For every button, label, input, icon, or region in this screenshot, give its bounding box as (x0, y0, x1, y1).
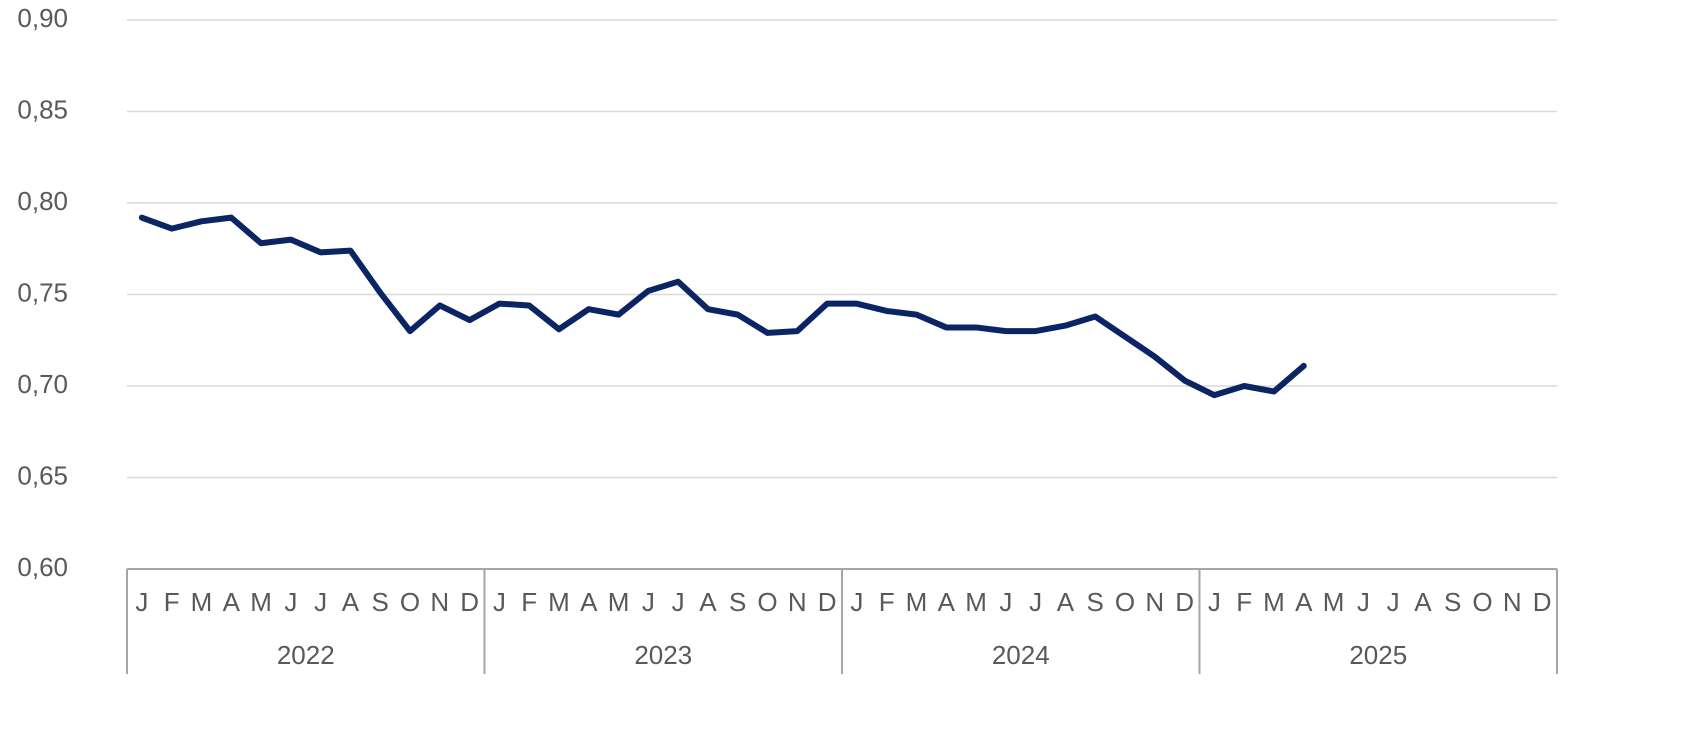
x-tick-label: J (999, 587, 1012, 617)
x-tick-label: N (1145, 587, 1164, 617)
x-tick-label: O (757, 587, 777, 617)
x-tick-label: O (1115, 587, 1135, 617)
y-tick-label: 0,65 (17, 460, 68, 490)
x-tick-label: J (642, 587, 655, 617)
x-tick-label: F (1236, 587, 1252, 617)
x-tick-label: A (938, 587, 956, 617)
x-tick-label: S (1087, 587, 1104, 617)
x-tick-label: F (164, 587, 180, 617)
x-tick-label: A (342, 587, 360, 617)
x-tick-label: N (430, 587, 449, 617)
year-label: 2023 (634, 640, 692, 670)
x-tick-label: J (1208, 587, 1221, 617)
x-tick-label: J (1029, 587, 1042, 617)
data-line (138, 214, 1307, 399)
x-tick-label: M (1263, 587, 1285, 617)
x-tick-label: D (1533, 587, 1552, 617)
x-tick-label: D (460, 587, 479, 617)
x-tick-label: J (493, 587, 506, 617)
x-tick-label: S (1444, 587, 1461, 617)
x-tick-label: N (788, 587, 807, 617)
x-tick-label: M (965, 587, 987, 617)
x-tick-label: F (521, 587, 537, 617)
x-tick-label: J (314, 587, 327, 617)
year-label: 2025 (1349, 640, 1407, 670)
x-tick-label: J (850, 587, 863, 617)
x-tick-label: A (1414, 587, 1432, 617)
x-tick-label: A (1057, 587, 1075, 617)
x-tick-label: J (1357, 587, 1370, 617)
x-tick-label: A (580, 587, 598, 617)
x-tick-label: J (1387, 587, 1400, 617)
x-tick-label: J (135, 587, 148, 617)
year-label: 2024 (992, 640, 1050, 670)
x-tick-label: D (1175, 587, 1194, 617)
year-label: 2022 (277, 640, 335, 670)
y-tick-label: 0,90 (17, 3, 68, 33)
x-tick-label: S (729, 587, 746, 617)
y-tick-label: 0,75 (17, 277, 68, 307)
y-tick-label: 0,60 (17, 552, 68, 582)
x-tick-label: S (372, 587, 389, 617)
x-tick-label: N (1503, 587, 1522, 617)
x-tick-label: M (250, 587, 272, 617)
x-tick-label: M (906, 587, 928, 617)
x-tick-label: O (1472, 587, 1492, 617)
x-tick-label: A (1295, 587, 1313, 617)
x-tick-label: J (284, 587, 297, 617)
y-tick-label: 0,85 (17, 94, 68, 124)
x-tick-label: F (879, 587, 895, 617)
x-tick-label: M (191, 587, 213, 617)
x-tick-label: J (672, 587, 685, 617)
x-tick-label: M (1323, 587, 1345, 617)
x-tick-label: O (400, 587, 420, 617)
x-tick-label: M (548, 587, 570, 617)
y-tick-label: 0,70 (17, 369, 68, 399)
x-tick-label: A (223, 587, 241, 617)
x-tick-label: A (699, 587, 717, 617)
y-tick-label: 0,80 (17, 186, 68, 216)
x-tick-label: D (818, 587, 837, 617)
x-tick-label: M (608, 587, 630, 617)
